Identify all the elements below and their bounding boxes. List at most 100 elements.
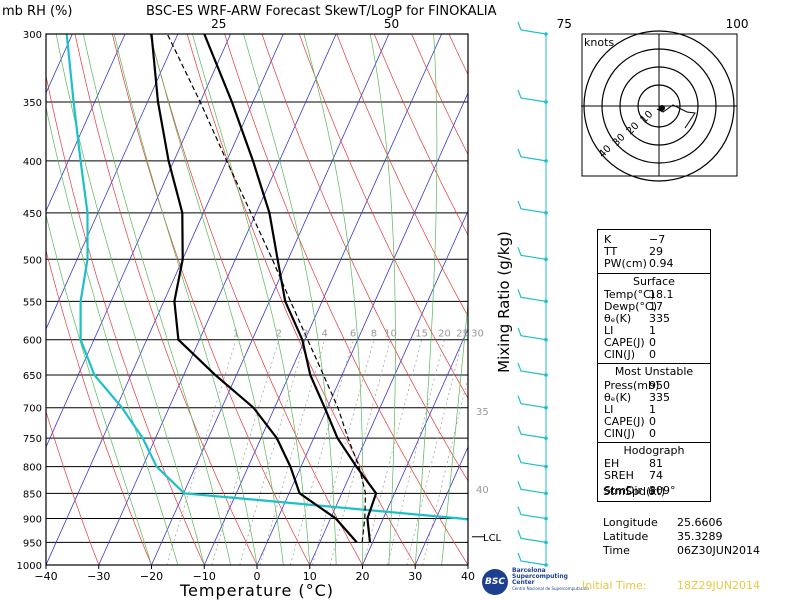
longitude-label: Longitude	[603, 516, 658, 529]
surface-cin-value: 0	[649, 348, 656, 361]
wind-barb	[517, 21, 547, 35]
stmspd-row: StmSpd(kt) 6	[603, 486, 713, 498]
mixing-ratio-tick-label: 4	[321, 329, 327, 340]
mixing-ratio-line	[289, 339, 354, 565]
mixing-ratio-line	[166, 339, 237, 565]
moist-adiabat	[46, 213, 152, 565]
parcel-path-line	[166, 34, 367, 543]
surface-theta-value: 335	[649, 312, 670, 325]
isotherm	[46, 34, 284, 565]
pressure-tick-label: 550	[23, 297, 42, 308]
mixing-ratio-line	[211, 339, 280, 565]
isotherm	[0, 34, 20, 565]
stmdir-label: StmDir	[604, 484, 643, 497]
pw-value: 0.94	[649, 257, 674, 270]
wind-level-marker	[544, 491, 548, 496]
surface-cin-label: CIN(J)	[604, 348, 635, 361]
latitude-label: Latitude	[603, 530, 649, 543]
mu-li-label: LI	[604, 403, 614, 416]
plot-frame	[45, 33, 469, 566]
wind-barb	[517, 552, 547, 566]
stats-panel: K −7 TT 29 PW(cm) 0.94 Surface Temp(°C) 18.1…	[597, 229, 711, 502]
isotherm	[46, 34, 126, 212]
surface-dewp-label: Dewp(°C)	[604, 300, 657, 313]
hodograph-stats-title: Hodograph	[623, 444, 685, 457]
dry-adiabat	[373, 34, 468, 236]
temp-tick-label: 40	[461, 570, 475, 583]
moist-adiabat	[243, 34, 337, 565]
wind-barb	[517, 530, 547, 543]
wind-barb	[517, 395, 547, 409]
wind-barb	[517, 289, 547, 302]
mu-cin-value: 0	[649, 427, 656, 440]
mu-cin-label: CIN(J)	[604, 427, 635, 440]
surface-title: Surface	[633, 275, 675, 288]
rh-tick-label: 50	[384, 17, 399, 31]
dewpoint-line	[150, 34, 358, 544]
temp-tick-label: −20	[140, 570, 163, 583]
pressure-tick-label: 1000	[17, 561, 42, 572]
wind-barb	[517, 148, 547, 162]
mixing-ratio-line	[406, 339, 463, 565]
wind-barb	[517, 454, 547, 468]
mixing-ratio-tick-label: 3	[302, 329, 308, 340]
mu-cape-value: 0	[649, 415, 656, 428]
temp-tick-label: −40	[34, 570, 57, 583]
isotherm	[98, 34, 337, 565]
mixing-ratio-tick-label: 10	[384, 329, 397, 340]
x-axis-label: Temperature (°C)	[179, 581, 334, 600]
mixing-ratio-line	[362, 339, 423, 565]
sreh-label: SREH	[604, 469, 634, 482]
wind-barb	[517, 362, 547, 376]
tt-value: 29	[649, 245, 663, 258]
dry-adiabat	[224, 34, 468, 565]
dry-adiabat	[46, 249, 152, 565]
isotherm	[256, 92, 468, 565]
pressure-tick-label: 400	[23, 157, 42, 168]
wind-barb	[517, 200, 547, 214]
isotherm	[203, 34, 442, 565]
tt-label: TT	[604, 245, 618, 258]
dry-adiabat	[261, 34, 468, 482]
moist-adiabat	[303, 34, 364, 565]
surface-theta-label: θₑ(K)	[604, 312, 632, 325]
mu-cape-label: CAPE(J)	[604, 415, 645, 428]
isotherm	[362, 328, 468, 565]
mixing-ratio-line	[329, 339, 391, 565]
rh-tick-label: 25	[211, 17, 226, 31]
org-line3: Center	[512, 579, 535, 586]
mu-press-value: 950	[649, 379, 670, 392]
moist-adiabat	[369, 34, 396, 565]
pressure-tick-label: 850	[23, 489, 42, 500]
storm-motion-marker	[659, 105, 665, 111]
pressure-tick-label: 900	[23, 515, 42, 526]
mixing-ratio-line	[259, 339, 326, 565]
k-label: K	[604, 233, 612, 246]
dry-adiabat	[186, 34, 416, 565]
surface-temp-value: 18.1	[649, 288, 674, 301]
surface-cape-label: CAPE(J)	[604, 336, 645, 349]
initial-time-value: 18Z29JUN2014	[677, 579, 761, 592]
moist-adiabat	[46, 105, 179, 565]
k-value: −7	[649, 233, 666, 246]
isotherm-label: 35	[476, 407, 489, 418]
org-line4: Centro Nacional de Supercomputación	[512, 586, 590, 591]
wind-barb	[517, 89, 547, 103]
mu-press-label: Press(mb)	[604, 379, 660, 392]
bsc-logo: BSC Barcelona Supercomputing Center Cent…	[480, 567, 589, 597]
pressure-tick-label: 600	[23, 336, 42, 347]
pressure-tick-label: 700	[23, 404, 42, 415]
dry-adiabat	[336, 34, 468, 317]
mu-theta-label: θₑ(K)	[604, 391, 632, 404]
moist-adiabat	[414, 34, 438, 565]
pressure-tick-label: 800	[23, 463, 42, 474]
mixing-ratio-tick-label: 25	[456, 329, 469, 340]
dry-adiabat	[46, 410, 100, 565]
wind-level-marker	[544, 299, 548, 304]
wind-level-marker	[544, 464, 548, 469]
mixing-ratio-tick-label: 6	[350, 329, 356, 340]
stmspd-label: StmSpd(kt)	[603, 485, 666, 498]
dry-adiabat	[112, 34, 311, 565]
dry-adiabat	[299, 34, 468, 399]
